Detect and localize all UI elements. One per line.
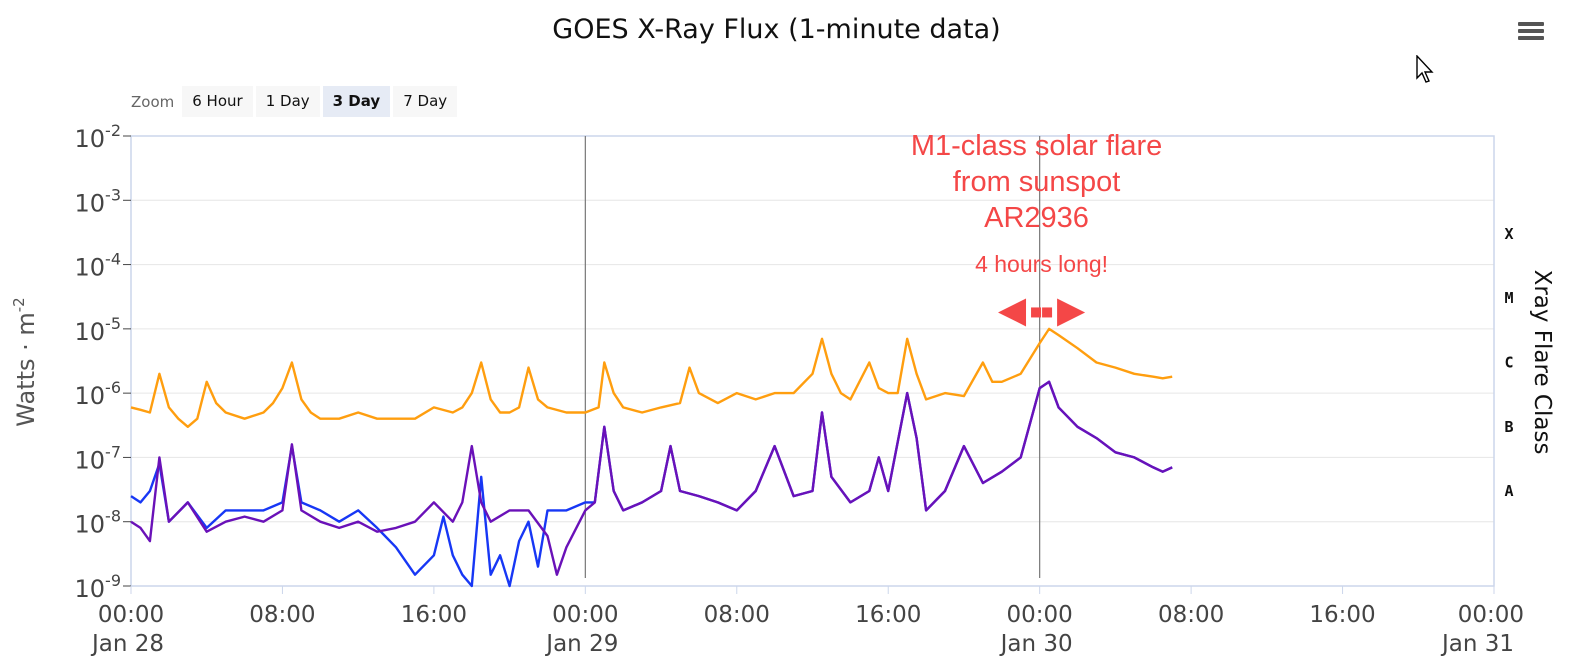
y-tick-label: 10-4 [75, 250, 122, 282]
arrow-left-head [998, 298, 1027, 327]
x-date-label: Jan 31 [1440, 631, 1514, 657]
day-boundary-lines [584, 136, 1041, 578]
zoom-3-day-button[interactable]: 3 Day [322, 86, 391, 117]
x-tick-label: 16:00 [1309, 602, 1375, 628]
flare-class-label-x: X [1504, 225, 1513, 243]
y-tick-label: 10-9 [75, 571, 122, 603]
zoom-selector: Zoom 6 Hour 1 Day 3 Day 7 Day [131, 85, 460, 118]
x-tick-label: 00:00 [552, 602, 618, 628]
axes: 10-210-310-410-510-610-710-810-900:00Jan… [10, 121, 1555, 657]
series-lines [130, 327, 1173, 588]
zoom-label: Zoom [131, 92, 175, 111]
zoom-1-day-button[interactable]: 1 Day [255, 86, 320, 117]
arrow-dash [1031, 307, 1042, 318]
y-tick-label: 10-2 [75, 121, 122, 153]
x-date-label: Jan 30 [999, 631, 1073, 657]
flare-class-label-a: A [1504, 482, 1513, 500]
annotation-text-line: M1-class solar flare [911, 130, 1162, 162]
x-tick-label: 00:00 [1458, 602, 1524, 628]
zoom-7-day-button[interactable]: 7 Day [393, 86, 458, 117]
flare-class-label-b: B [1504, 418, 1513, 436]
x-tick-label: 08:00 [249, 602, 315, 628]
annotation-text-line: from sunspot [953, 166, 1121, 198]
x-tick-label: 08:00 [704, 602, 770, 628]
zoom-6-hour-button[interactable]: 6 Hour [182, 86, 253, 117]
flare-annotation: M1-class solar flare from sunspot AR2936 4 … [911, 130, 1162, 327]
x-tick-label: 16:00 [855, 602, 921, 628]
x-tick-label: 00:00 [98, 602, 164, 628]
y-tick-label: 10-7 [75, 442, 122, 474]
y-tick-label: 10-6 [75, 378, 122, 410]
series-line-2 [130, 380, 1173, 576]
x-tick-label: 00:00 [1007, 602, 1073, 628]
flare-class-label-c: C [1504, 353, 1513, 371]
arrow-dash [1042, 307, 1053, 318]
series-line-0 [130, 327, 1173, 428]
arrow-right-head [1057, 298, 1086, 327]
x-date-label: Jan 28 [90, 631, 164, 657]
plot-border [130, 135, 1495, 587]
y2-axis-title: Xray Flare Class [1529, 270, 1555, 455]
y-tick-label: 10-8 [75, 507, 122, 539]
y-tick-label: 10-5 [75, 314, 122, 346]
chart-title: GOES X-Ray Flux (1-minute data) [552, 14, 1001, 45]
x-tick-label: 08:00 [1158, 602, 1224, 628]
annotation-text-line: AR2936 [984, 202, 1089, 234]
y-tick-label: 10-3 [75, 185, 122, 217]
y-axis-title: Watts · m-2 [10, 297, 40, 426]
flare-class-label-m: M [1504, 289, 1513, 307]
annotation-duration: 4 hours long! [975, 251, 1108, 277]
x-tick-label: 16:00 [401, 602, 467, 628]
hamburger-menu-icon[interactable] [1518, 22, 1544, 44]
mouse-pointer-icon [1416, 55, 1434, 83]
x-date-label: Jan 29 [544, 631, 618, 657]
